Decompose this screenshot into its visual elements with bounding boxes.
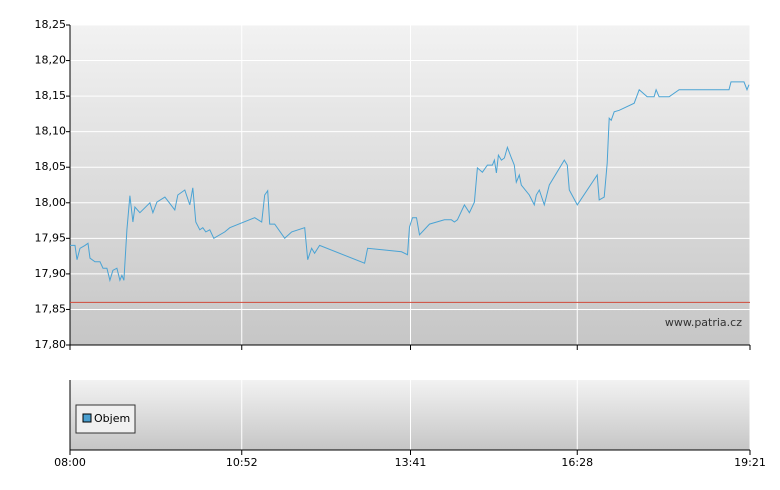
y-tick-label: 17,90 bbox=[35, 267, 67, 280]
y-tick-label: 17,80 bbox=[35, 338, 67, 351]
y-tick-label: 18,15 bbox=[35, 89, 67, 102]
y-tick-label: 18,10 bbox=[35, 125, 67, 138]
legend-label: Objem bbox=[94, 412, 130, 425]
x-tick-label: 13:41 bbox=[395, 456, 427, 469]
watermark: www.patria.cz bbox=[665, 316, 742, 329]
y-tick-label: 18,05 bbox=[35, 160, 67, 173]
y-tick-label: 18,20 bbox=[35, 54, 67, 67]
y-tick-label: 18,25 bbox=[35, 18, 67, 31]
y-tick-label: 17,85 bbox=[35, 302, 67, 315]
x-tick-label: 19:21 bbox=[734, 456, 766, 469]
x-tick-label: 16:28 bbox=[561, 456, 593, 469]
x-tick-label: 08:00 bbox=[54, 456, 86, 469]
legend-swatch bbox=[82, 413, 92, 423]
price-line bbox=[70, 81, 750, 283]
y-tick-label: 17,95 bbox=[35, 231, 67, 244]
x-tick-label: 10:52 bbox=[226, 456, 258, 469]
y-tick-label: 18,00 bbox=[35, 196, 67, 209]
